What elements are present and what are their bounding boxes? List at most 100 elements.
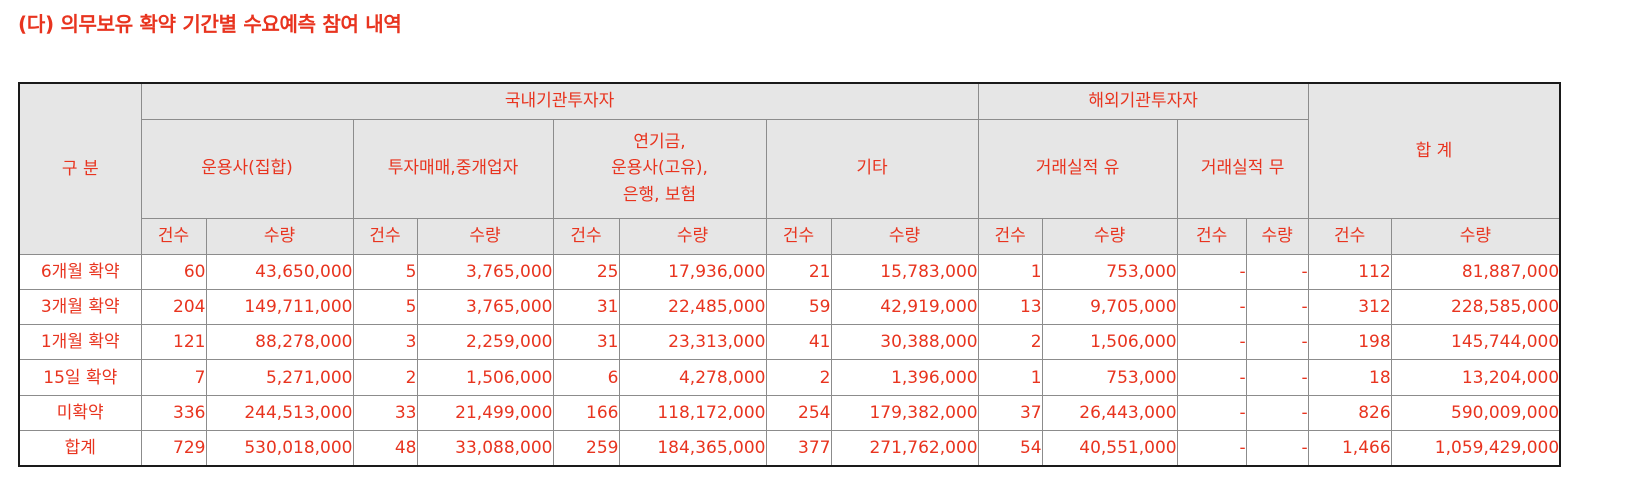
cell-qty: 530,018,000 bbox=[205, 430, 354, 467]
row-label: 15일 확약 bbox=[18, 359, 142, 396]
cell-qty: 3,765,000 bbox=[416, 253, 554, 290]
header-count: 건수 bbox=[140, 217, 207, 255]
header-count: 건수 bbox=[765, 217, 832, 255]
row-label: 미확약 bbox=[18, 394, 142, 432]
cell-qty: 179,382,000 bbox=[830, 394, 979, 432]
cell-count: 2 bbox=[765, 359, 832, 396]
header-count: 건수 bbox=[977, 217, 1043, 255]
cell-total-count: 198 bbox=[1307, 324, 1392, 361]
header-track-no: 거래실적 무 bbox=[1176, 118, 1309, 219]
header-asset-mgmt: 운용사(집합) bbox=[140, 118, 354, 219]
cell-count: 5 bbox=[352, 253, 418, 290]
header-qty: 수량 bbox=[1390, 217, 1561, 255]
header-qty: 수량 bbox=[618, 217, 767, 255]
table-row: 미확약 336 244,513,000 33 21,499,000 166 11… bbox=[18, 394, 1561, 432]
header-qty: 수량 bbox=[416, 217, 554, 255]
cell-qty: 184,365,000 bbox=[618, 430, 767, 467]
cell-count: - bbox=[1176, 394, 1247, 432]
header-count: 건수 bbox=[352, 217, 418, 255]
header-category: 구 분 bbox=[18, 82, 142, 255]
cell-qty: 3,765,000 bbox=[416, 288, 554, 326]
cell-count: 2 bbox=[977, 324, 1043, 361]
cell-count: 254 bbox=[765, 394, 832, 432]
cell-count: 204 bbox=[140, 288, 207, 326]
cell-qty: 23,313,000 bbox=[618, 324, 767, 361]
cell-total-qty: 1,059,429,000 bbox=[1390, 430, 1561, 467]
cell-count: - bbox=[1176, 359, 1247, 396]
cell-count: 33 bbox=[352, 394, 418, 432]
cell-qty: 4,278,000 bbox=[618, 359, 767, 396]
cell-qty: 15,783,000 bbox=[830, 253, 979, 290]
table-row: 1개월 확약 121 88,278,000 3 2,259,000 31 23,… bbox=[18, 324, 1561, 361]
header-count: 건수 bbox=[1307, 217, 1392, 255]
cell-count: 37 bbox=[977, 394, 1043, 432]
header-total: 합 계 bbox=[1307, 82, 1561, 219]
cell-qty: - bbox=[1245, 430, 1309, 467]
cell-count: 121 bbox=[140, 324, 207, 361]
header-qty: 수량 bbox=[1245, 217, 1309, 255]
table-row: 6개월 확약 60 43,650,000 5 3,765,000 25 17,9… bbox=[18, 253, 1561, 290]
header-pension-line3: 은행, 보험 bbox=[622, 184, 697, 205]
header-pension-line1: 연기금, bbox=[633, 131, 686, 152]
cell-count: - bbox=[1176, 324, 1247, 361]
cell-total-qty: 590,009,000 bbox=[1390, 394, 1561, 432]
header-track-yes: 거래실적 유 bbox=[977, 118, 1178, 219]
cell-count: 377 bbox=[765, 430, 832, 467]
row-label: 6개월 확약 bbox=[18, 253, 142, 290]
cell-total-qty: 81,887,000 bbox=[1390, 253, 1561, 290]
cell-count: 25 bbox=[552, 253, 620, 290]
cell-total-qty: 13,204,000 bbox=[1390, 359, 1561, 396]
cell-qty: 1,506,000 bbox=[1041, 324, 1178, 361]
cell-qty: 30,388,000 bbox=[830, 324, 979, 361]
cell-qty: 9,705,000 bbox=[1041, 288, 1178, 326]
cell-qty: 753,000 bbox=[1041, 359, 1178, 396]
table-row: 15일 확약 7 5,271,000 2 1,506,000 6 4,278,0… bbox=[18, 359, 1561, 396]
header-qty: 수량 bbox=[830, 217, 979, 255]
cell-count: - bbox=[1176, 253, 1247, 290]
cell-qty: 40,551,000 bbox=[1041, 430, 1178, 467]
cell-qty: 118,172,000 bbox=[618, 394, 767, 432]
header-qty: 수량 bbox=[1041, 217, 1178, 255]
header-pension: 연기금, 운용사(고유), 은행, 보험 bbox=[552, 118, 767, 219]
cell-total-count: 112 bbox=[1307, 253, 1392, 290]
cell-qty: 244,513,000 bbox=[205, 394, 354, 432]
header-count: 건수 bbox=[1176, 217, 1247, 255]
cell-count: - bbox=[1176, 288, 1247, 326]
cell-count: 59 bbox=[765, 288, 832, 326]
cell-qty: - bbox=[1245, 324, 1309, 361]
cell-qty: 271,762,000 bbox=[830, 430, 979, 467]
cell-count: 54 bbox=[977, 430, 1043, 467]
header-pension-line2: 운용사(고유), bbox=[611, 158, 708, 179]
cell-qty: 43,650,000 bbox=[205, 253, 354, 290]
cell-qty: 149,711,000 bbox=[205, 288, 354, 326]
cell-total-qty: 228,585,000 bbox=[1390, 288, 1561, 326]
cell-qty: 2,259,000 bbox=[416, 324, 554, 361]
cell-qty: 1,506,000 bbox=[416, 359, 554, 396]
cell-qty: 17,936,000 bbox=[618, 253, 767, 290]
cell-count: 31 bbox=[552, 324, 620, 361]
header-broker: 투자매매,중개업자 bbox=[352, 118, 554, 219]
cell-qty: 21,499,000 bbox=[416, 394, 554, 432]
cell-count: 7 bbox=[140, 359, 207, 396]
cell-count: 41 bbox=[765, 324, 832, 361]
table-row: 3개월 확약 204 149,711,000 5 3,765,000 31 22… bbox=[18, 288, 1561, 326]
cell-count: 1 bbox=[977, 359, 1043, 396]
cell-count: 2 bbox=[352, 359, 418, 396]
header-other: 기타 bbox=[765, 118, 979, 219]
header-foreign: 해외기관투자자 bbox=[977, 82, 1309, 120]
header-count: 건수 bbox=[552, 217, 620, 255]
cell-count: 5 bbox=[352, 288, 418, 326]
cell-total-count: 312 bbox=[1307, 288, 1392, 326]
cell-count: 1 bbox=[977, 253, 1043, 290]
header-qty: 수량 bbox=[205, 217, 354, 255]
cell-count: 3 bbox=[352, 324, 418, 361]
cell-qty: - bbox=[1245, 288, 1309, 326]
cell-count: 166 bbox=[552, 394, 620, 432]
row-label: 1개월 확약 bbox=[18, 324, 142, 361]
cell-count: - bbox=[1176, 430, 1247, 467]
cell-qty: 26,443,000 bbox=[1041, 394, 1178, 432]
cell-qty: 33,088,000 bbox=[416, 430, 554, 467]
cell-count: 259 bbox=[552, 430, 620, 467]
cell-count: 6 bbox=[552, 359, 620, 396]
cell-count: 729 bbox=[140, 430, 207, 467]
